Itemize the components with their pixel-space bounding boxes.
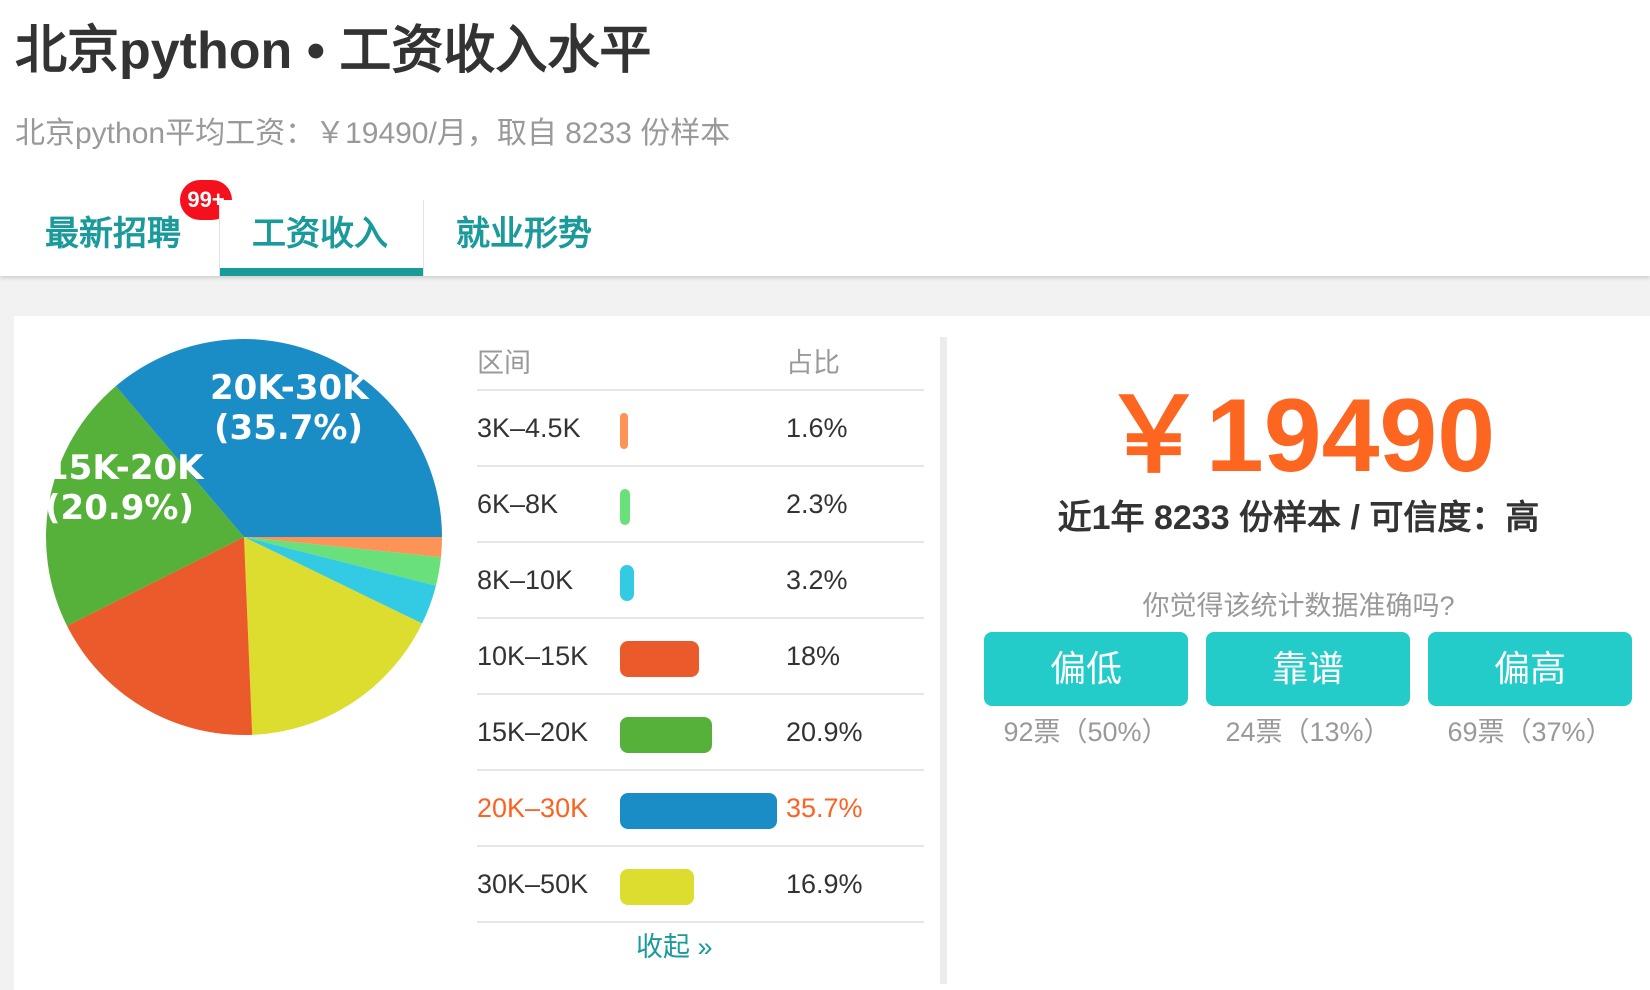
table-row: 3K–4.5K 1.6% — [477, 389, 924, 465]
column-header-share: 占比 — [786, 348, 840, 378]
pie-slice-label: (20.9%) — [45, 488, 194, 528]
range-label: 6K–8K — [477, 489, 559, 519]
pie-slice-20K–30K — [115, 339, 443, 537]
page-title: 北京python • 工资收入水平 — [15, 22, 652, 80]
collapse-link[interactable]: 收起 » — [636, 932, 713, 962]
vote-accurate-button[interactable]: 靠谱 — [1206, 632, 1410, 706]
pie-slice-label: 20K-30K — [210, 368, 370, 408]
range-label: 20K–30K — [477, 793, 589, 823]
tab-label: 工资收入 — [252, 215, 388, 253]
share-value: 1.6% — [786, 413, 848, 443]
pie-slice-30K–50K — [244, 537, 423, 735]
accuracy-question: 你觉得该统计数据准确吗? — [1142, 591, 1455, 621]
share-value: 3.2% — [786, 565, 848, 595]
page-header: 北京python • 工资收入水平 北京python平均工资：￥19490/月，… — [0, 0, 1650, 276]
range-label: 3K–4.5K — [477, 413, 581, 443]
range-label: 30K–50K — [477, 869, 589, 899]
vote-count-too-low: 92票（50%） — [1003, 717, 1169, 747]
table-bottom-border — [477, 921, 924, 923]
pie-slice-label: (35.7%) — [214, 408, 363, 448]
active-tab-indicator — [220, 268, 423, 276]
table-row: 30K–50K 16.9% — [477, 845, 924, 921]
share-value: 35.7% — [786, 793, 863, 823]
share-bar — [620, 793, 777, 829]
table-row: 10K–15K 18% — [477, 617, 924, 693]
share-bar — [620, 413, 628, 449]
tab-label: 就业形势 — [456, 215, 592, 253]
average-salary: ￥19490 — [1101, 378, 1496, 494]
vote-count-too-high: 69票（37%） — [1447, 717, 1613, 747]
table-row: 20K–30K 35.7% — [477, 769, 924, 845]
divider — [940, 337, 947, 984]
vote-too-low-button[interactable]: 偏低 — [984, 632, 1188, 706]
range-label: 8K–10K — [477, 565, 574, 595]
table-row: 8K–10K 3.2% — [477, 541, 924, 617]
sample-credibility: 近1年 8233 份样本 / 可信度：高 — [1057, 499, 1540, 537]
pie-slice-15K–20K — [45, 386, 244, 626]
share-bar — [620, 565, 635, 601]
share-value: 18% — [786, 641, 841, 671]
share-bar — [620, 641, 700, 677]
range-label: 10K–15K — [477, 641, 589, 671]
pie-slice-10K–15K — [67, 537, 253, 735]
tab-label: 最新招聘 — [45, 215, 181, 253]
share-bar — [620, 869, 695, 905]
pie-slice-6K–8K — [244, 537, 441, 586]
tab-employment-trend[interactable]: 就业形势 — [456, 200, 616, 276]
salary-pie-chart: 20K-30K(35.7%)15K-20K(20.9%) — [45, 339, 443, 735]
vote-too-high-button[interactable]: 偏高 — [1428, 632, 1632, 706]
tab-latest-jobs[interactable]: 最新招聘 — [45, 200, 215, 276]
pie-slice-label: 15K-20K — [45, 448, 205, 488]
page-subtitle: 北京python平均工资：￥19490/月，取自 8233 份样本 — [15, 117, 731, 150]
share-bar — [620, 489, 631, 525]
tab-salary[interactable]: 工资收入 — [219, 200, 424, 276]
table-row: 15K–20K 20.9% — [477, 693, 924, 769]
pie-slice-8K–10K — [244, 537, 436, 624]
table-row: 6K–8K 2.3% — [477, 465, 924, 541]
share-value: 16.9% — [786, 869, 863, 899]
share-value: 20.9% — [786, 717, 863, 747]
range-label: 15K–20K — [477, 717, 589, 747]
pie-slice-3K–4.5K — [244, 537, 442, 558]
share-value: 2.3% — [786, 489, 848, 519]
column-header-range: 区间 — [477, 348, 531, 378]
share-bar — [620, 717, 712, 753]
vote-count-accurate: 24票（13%） — [1225, 717, 1391, 747]
